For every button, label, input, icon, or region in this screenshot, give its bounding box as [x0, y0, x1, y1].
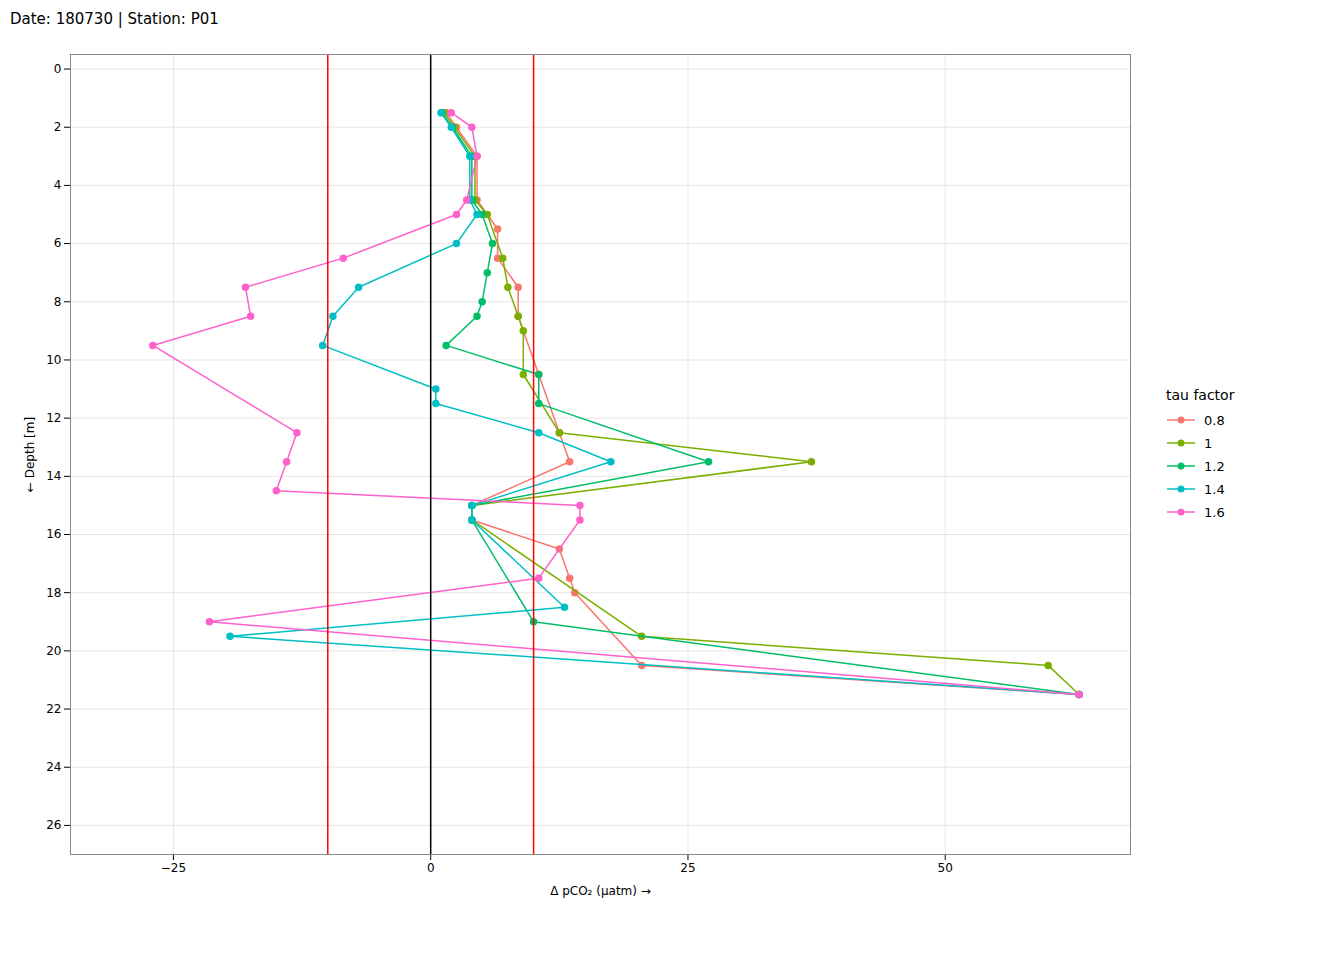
svg-text:2: 2 [54, 120, 62, 134]
html-text:0.8: 0.8 [1204, 412, 1225, 428]
svg-text:26: 26 [46, 818, 61, 832]
svg-text:22: 22 [46, 702, 61, 716]
svg-text:14: 14 [46, 469, 61, 483]
svg-text:18: 18 [46, 586, 61, 600]
svg-text:6: 6 [54, 236, 62, 250]
svg-text:16: 16 [46, 527, 61, 541]
html-text:1.2: 1.2 [1204, 458, 1225, 474]
svg-text:8: 8 [54, 295, 62, 309]
html-text:Date: 180730 | Station: P01: Date: 180730 | Station: P01 [10, 10, 219, 28]
svg-text:−25: −25 [161, 861, 186, 875]
html-text:1: 1 [1204, 435, 1213, 451]
svg-text:10: 10 [46, 353, 61, 367]
svg-text:12: 12 [46, 411, 61, 425]
svg-text:4: 4 [54, 178, 62, 192]
svg-text:25: 25 [680, 861, 695, 875]
html-text:1.6: 1.6 [1204, 504, 1225, 520]
svg-text:24: 24 [46, 760, 61, 774]
html-text:1.4: 1.4 [1204, 481, 1225, 497]
svg-text:← Depth [m]: ← Depth [m] [23, 417, 37, 492]
svg-text:0: 0 [54, 62, 62, 76]
svg-text:0: 0 [427, 861, 435, 875]
svg-text:20: 20 [46, 644, 61, 658]
svg-text:50: 50 [938, 861, 953, 875]
svg-text:Δ pCO₂ (µatm) →: Δ pCO₂ (µatm) → [550, 884, 651, 898]
html-text:tau factor: tau factor [1166, 386, 1235, 403]
